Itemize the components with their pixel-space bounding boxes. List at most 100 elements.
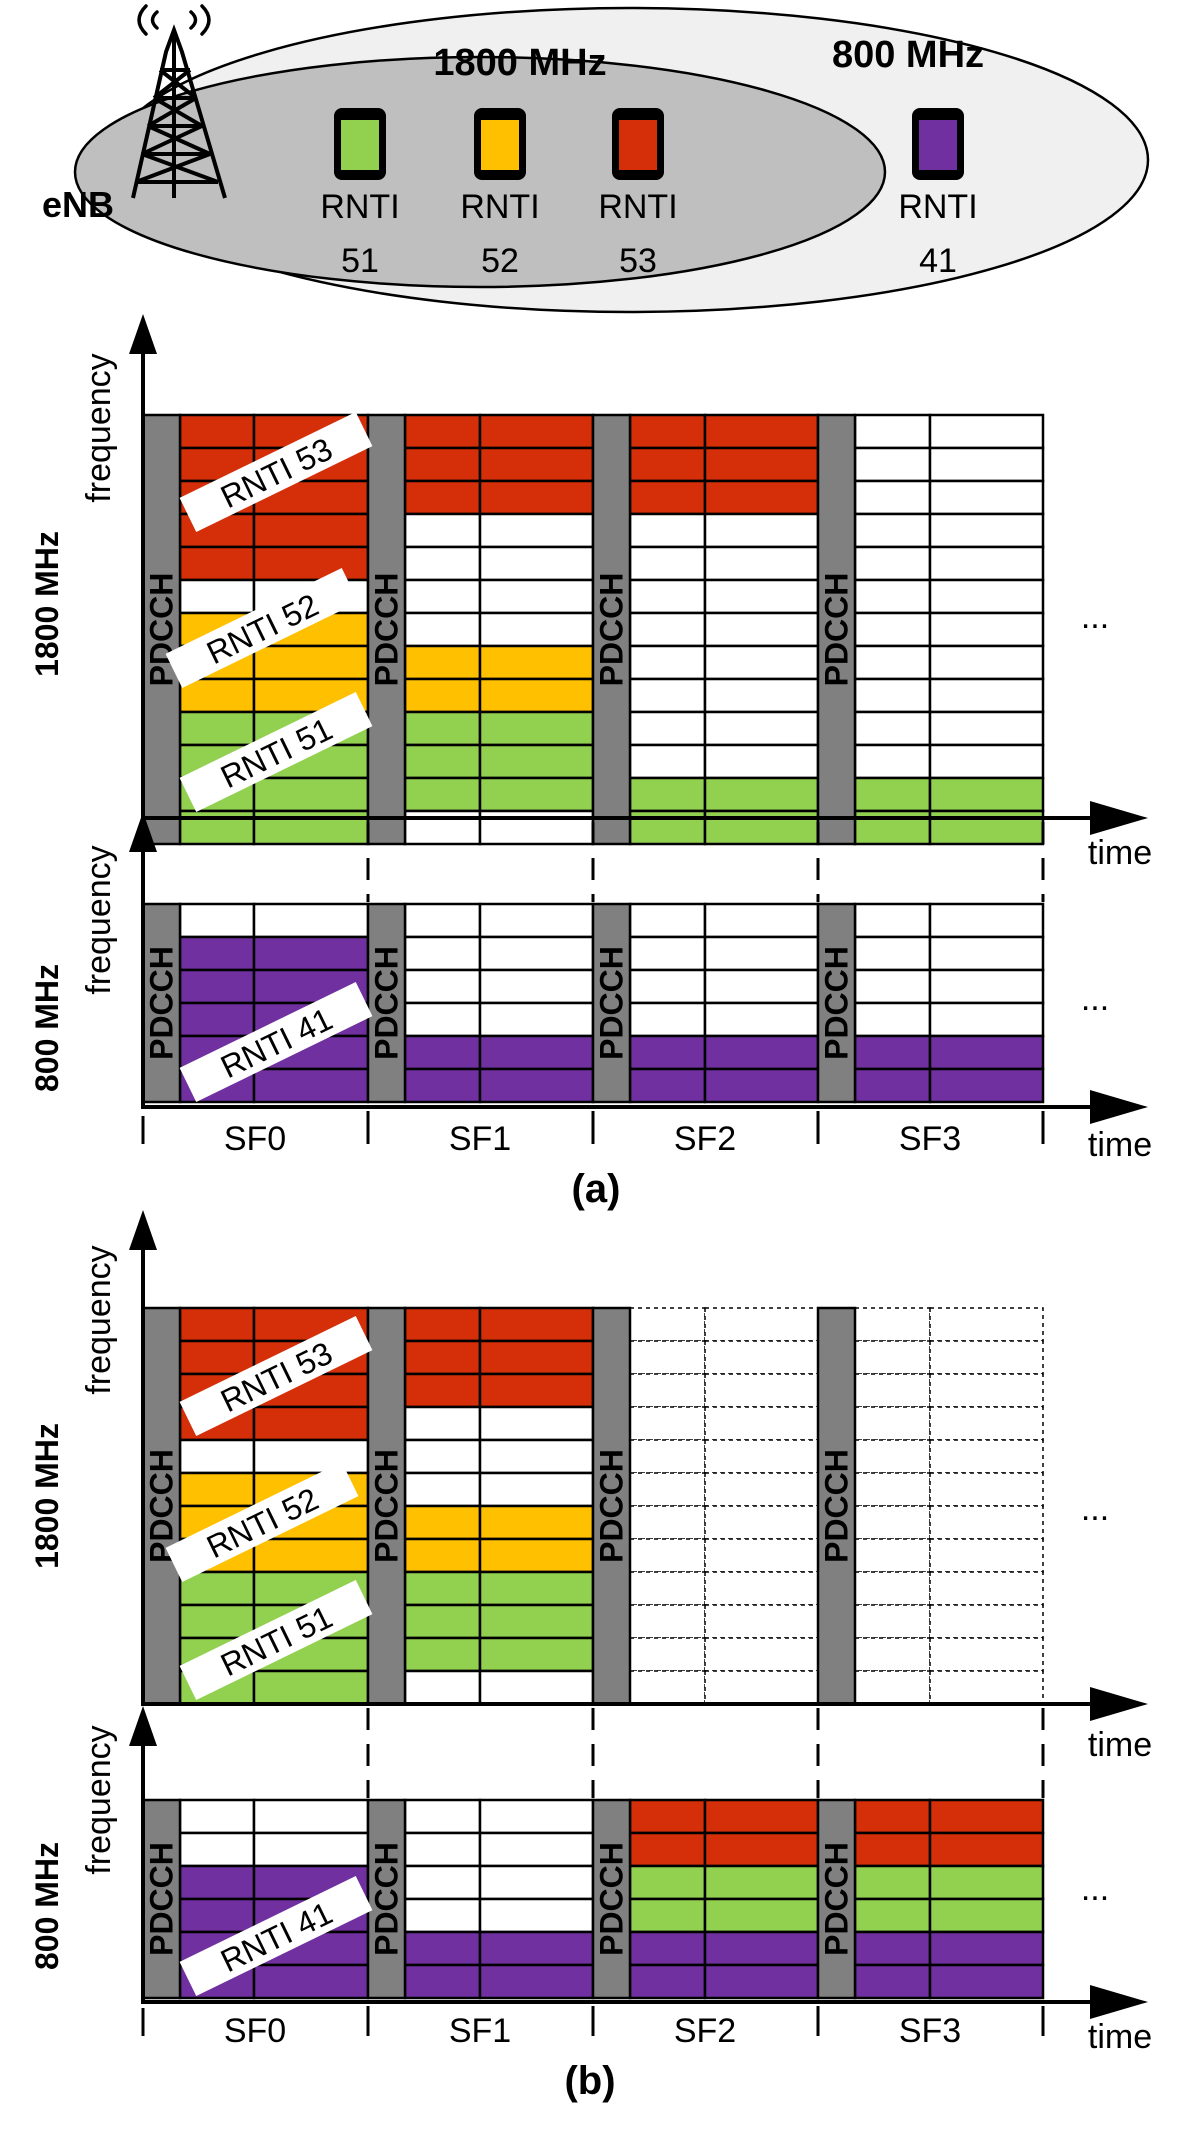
- time-axis-arrowhead: [1090, 1090, 1148, 1124]
- resource-block-sf2-r1-h1: [703, 935, 820, 972]
- pdcch-block-sf1: [366, 413, 407, 846]
- resource-block-sf0-r4-h1: [252, 1438, 370, 1475]
- resource-block-sf3-r12-h1: [928, 809, 1045, 846]
- panel-b-time-label-800: time: [1088, 2018, 1152, 2056]
- resource-block-sf2-r2-h1: [704, 1373, 819, 1408]
- pdcch-block-sf2: [591, 1306, 632, 1706]
- resource-block-sf3-r5-h0: [854, 1472, 931, 1507]
- resource-block-sf2-r5-h0: [629, 1472, 706, 1507]
- resource-block-sf2-r9-h0: [628, 710, 707, 747]
- resource-block-sf1-r7-h1: [478, 644, 595, 681]
- resource-block-sf3-r1-h1: [928, 935, 1045, 972]
- resource-block-sf1-r10-h0: [403, 743, 482, 780]
- resource-block-sf2-r2-h1: [703, 1864, 820, 1901]
- resource-block-sf1-r3-h1: [478, 512, 595, 549]
- resource-block-sf1-r6-h0: [403, 1504, 482, 1541]
- resource-block-sf3-r8-h1: [928, 677, 1045, 714]
- resource-block-sf2-r8-h0: [628, 677, 707, 714]
- resource-block-sf1-r3-h0: [403, 512, 482, 549]
- pdcch-label-sf0: PDCCH: [144, 1449, 180, 1563]
- subframe-label-sf1: SF1: [449, 1120, 511, 1158]
- resource-block-sf2-r4-h0: [628, 545, 707, 582]
- resource-block-sf2-r1-h0: [628, 446, 707, 483]
- ue-51-screen: [341, 120, 379, 170]
- resource-block-sf1-r5-h0: [403, 1067, 482, 1104]
- resource-block-sf1-r5-h0: [403, 578, 482, 615]
- rnti-label-background: [179, 1315, 373, 1437]
- resource-block-sf1-r0-h1: [478, 413, 595, 450]
- resource-block-sf2-r5-h0: [628, 578, 707, 615]
- resource-block-sf1-r7-h0: [403, 644, 482, 681]
- resource-block-sf2-r9-h0: [629, 1604, 706, 1639]
- resource-block-sf0-r8-h0: [178, 677, 256, 714]
- rnti-label-background: [165, 567, 359, 689]
- frequency-axis-arrowhead: [129, 314, 157, 354]
- resource-block-sf1-r2-h0: [403, 1372, 482, 1409]
- resource-block-sf2-r6-h1: [704, 1505, 819, 1540]
- resource-block-sf1-r9-h1: [478, 1603, 595, 1640]
- resource-block-sf3-r6-h0: [853, 611, 932, 648]
- resource-block-sf1-r3-h1: [478, 1405, 595, 1442]
- resource-block-sf3-r9-h0: [854, 1604, 931, 1639]
- enb-tower-icon: [131, 24, 227, 199]
- resource-block-sf0-r3-h0: [178, 1001, 256, 1038]
- ue-41-rnti-text: RNTI: [898, 188, 977, 226]
- resource-block-sf3-r1-h0: [854, 1340, 931, 1375]
- rnti-label-background: [179, 691, 373, 813]
- resource-block-sf1-r10-h1: [478, 743, 595, 780]
- resource-block-sf3-r1-h0: [853, 935, 932, 972]
- pdcch-label-sf1: PDCCH: [369, 1449, 405, 1563]
- resource-block-sf1-r10-h0: [403, 1636, 482, 1673]
- resource-block-sf3-r2-h1: [928, 479, 1045, 516]
- resource-block-sf1-r3-h0: [403, 1897, 482, 1934]
- pdcch-label-sf3: PDCCH: [819, 573, 855, 687]
- resource-block-sf3-r5-h0: [853, 1067, 932, 1104]
- resource-block-sf3-r5-h1: [928, 578, 1045, 615]
- panel-a-subframe-labels: SF0 SF1 SF2 SF3: [141, 1116, 1045, 1158]
- resource-block-sf3-r5-h1: [928, 1963, 1045, 2000]
- resource-block-sf3-r1-h1: [928, 1831, 1045, 1868]
- resource-block-sf3-r2-h0: [853, 479, 932, 516]
- resource-block-sf0-r0-h1: [252, 902, 370, 939]
- resource-block-sf2-r10-h1: [704, 1637, 819, 1672]
- resource-block-sf3-r0-h1: [928, 1798, 1045, 1835]
- resource-block-sf1-r2-h1: [478, 479, 595, 516]
- pdcch-label-sf3: PDCCH: [819, 1842, 855, 1956]
- panel-b-band-800-label: 800 MHz: [29, 1842, 65, 1970]
- ue-52-id: 52: [481, 242, 519, 280]
- subframe-label-sf2: SF2: [674, 2012, 736, 2050]
- resource-block-sf1-r5-h0: [403, 1471, 482, 1508]
- resource-block-sf0-r0-h0: [178, 1798, 256, 1835]
- resource-block-sf0-r11-h1: [252, 776, 370, 813]
- resource-block-sf2-r12-h0: [628, 809, 707, 846]
- pdcch-label-sf1: PDCCH: [369, 946, 405, 1060]
- subframe-label-sf0: SF0: [224, 1120, 286, 1158]
- resource-block-sf0-r7-h1: [252, 1537, 370, 1574]
- resource-block-sf1-r4-h0: [403, 1930, 482, 1967]
- resource-block-sf3-r3-h1: [928, 512, 1045, 549]
- resource-block-sf3-r4-h0: [854, 1439, 931, 1474]
- resource-block-sf1-r3-h0: [403, 1405, 482, 1442]
- resource-block-sf1-r1-h0: [403, 1339, 482, 1376]
- resource-block-sf3-r9-h0: [853, 710, 932, 747]
- resource-block-sf1-r5-h0: [403, 1963, 482, 2000]
- resource-block-sf3-r4-h1: [928, 1930, 1045, 1967]
- panel-a-ellipsis-800: ...: [1081, 980, 1109, 1018]
- resource-block-sf2-r4-h1: [704, 1439, 819, 1474]
- resource-block-sf3-r4-h1: [928, 1034, 1045, 1071]
- subframe-label-sf1: SF1: [449, 2012, 511, 2050]
- subframe-label-sf2: SF2: [674, 1120, 736, 1158]
- resource-block-sf2-r4-h1: [703, 545, 820, 582]
- resource-block-sf2-r5-h1: [703, 1067, 820, 1104]
- resource-block-sf2-r1-h0: [628, 1831, 707, 1868]
- rnti-label-background: [179, 411, 373, 533]
- resource-block-sf1-r9-h0: [403, 1603, 482, 1640]
- ue-41-id: 41: [919, 242, 957, 280]
- resource-block-sf3-r6-h1: [928, 611, 1045, 648]
- panel-b-ellipsis-1800: ...: [1081, 1490, 1109, 1528]
- resource-block-sf3-r2-h1: [929, 1373, 1044, 1408]
- resource-block-sf2-r0-h0: [629, 1307, 706, 1342]
- resource-block-sf1-r0-h0: [403, 1306, 482, 1343]
- resource-block-sf3-r5-h1: [928, 1067, 1045, 1104]
